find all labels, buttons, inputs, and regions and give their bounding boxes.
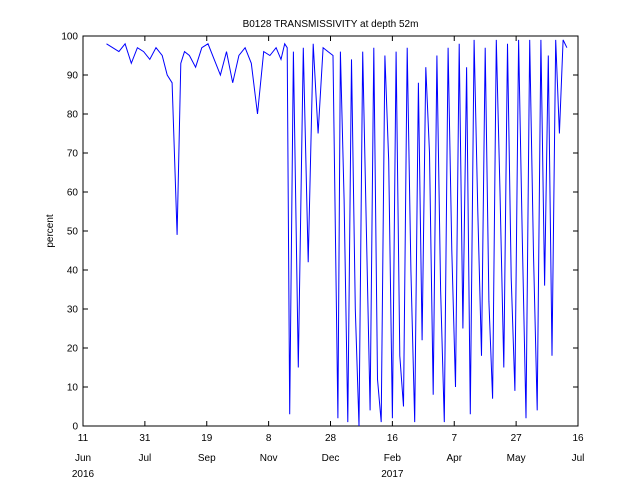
x-tick-day-label: 27 bbox=[511, 433, 523, 444]
x-axis-ticks: 11 Jun 31 Jul 19 Sep 8 Nov 28 Dec 16 Feb 7 Apr 27 May 16… bbox=[72, 36, 585, 480]
chart-title: B0128 TRANSMISSIVITY at depth 52m bbox=[243, 19, 419, 30]
x-tick-day-label: 19 bbox=[201, 433, 213, 444]
y-tick-label: 20 bbox=[67, 344, 79, 355]
x-tick-month-label: Jul bbox=[138, 453, 151, 464]
y-tick-label: 50 bbox=[67, 227, 79, 238]
x-tick-day-label: 8 bbox=[266, 433, 272, 444]
y-tick-label: 90 bbox=[67, 71, 79, 82]
series-group bbox=[106, 39, 568, 427]
y-tick-label: 0 bbox=[72, 422, 78, 433]
series-line-0 bbox=[106, 39, 568, 427]
x-tick-month-label: May bbox=[507, 453, 526, 464]
y-axis-ticks: 0 10 20 30 40 50 60 70 80 90 100 bbox=[61, 32, 578, 433]
x-tick-month-label: Jul bbox=[572, 453, 585, 464]
x-tick-month-label: Dec bbox=[322, 453, 340, 464]
x-year-label: 2017 bbox=[381, 469, 404, 480]
y-tick-label: 100 bbox=[61, 32, 78, 43]
x-tick-day-label: 16 bbox=[572, 433, 584, 444]
y-axis-label: percent bbox=[45, 214, 56, 248]
y-tick-label: 80 bbox=[67, 110, 79, 121]
x-tick-month-label: Apr bbox=[446, 453, 462, 464]
y-tick-label: 30 bbox=[67, 305, 79, 316]
x-tick-day-label: 7 bbox=[451, 433, 457, 444]
x-tick-month-label: Feb bbox=[384, 453, 402, 464]
x-tick-day-label: 28 bbox=[325, 433, 337, 444]
y-tick-label: 60 bbox=[67, 188, 79, 199]
y-tick-label: 40 bbox=[67, 266, 79, 277]
x-tick-month-label: Nov bbox=[260, 453, 278, 464]
x-tick-month-label: Sep bbox=[198, 453, 216, 464]
y-tick-label: 70 bbox=[67, 149, 79, 160]
x-tick-day-label: 16 bbox=[387, 433, 399, 444]
x-tick-month-label: Jun bbox=[75, 453, 91, 464]
x-tick-day-label: 11 bbox=[78, 433, 89, 444]
x-tick-day-label: 31 bbox=[139, 433, 151, 444]
y-tick-label: 10 bbox=[67, 383, 79, 394]
x-year-label: 2016 bbox=[72, 469, 95, 480]
